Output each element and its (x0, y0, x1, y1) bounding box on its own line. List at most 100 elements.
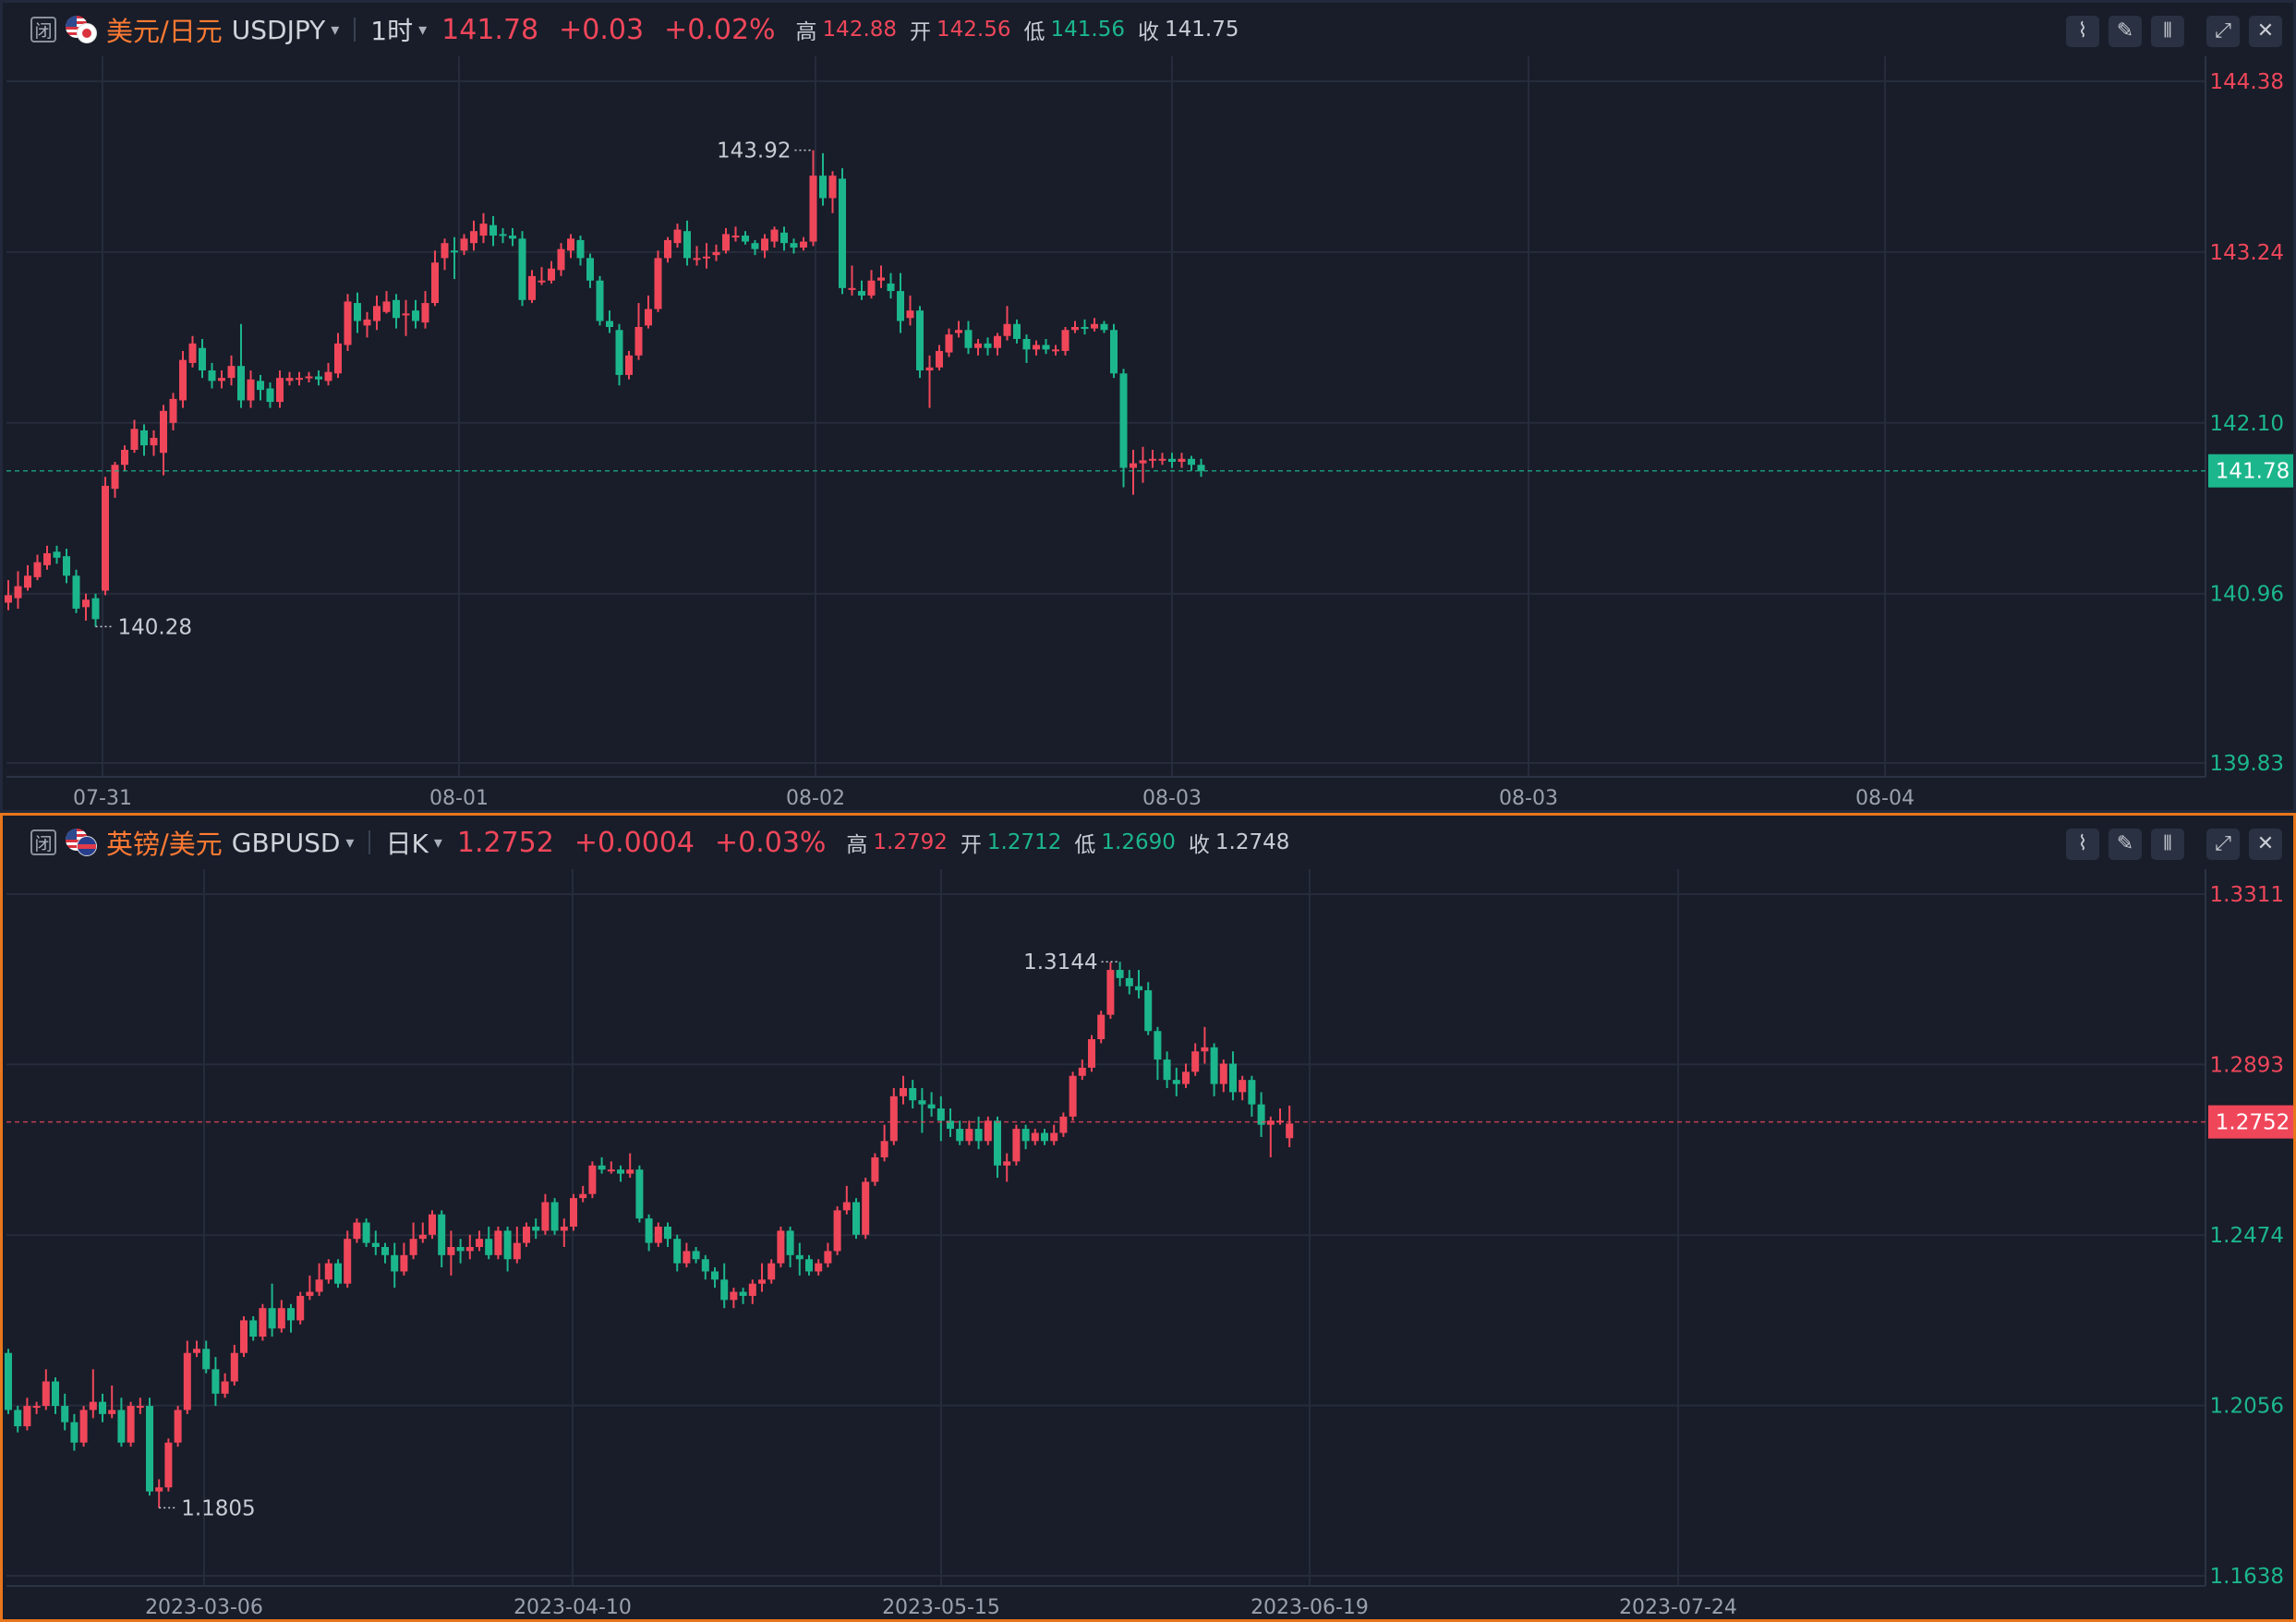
candle-body (188, 343, 197, 363)
candle-body (108, 1410, 116, 1414)
draw-pencil-icon[interactable]: ✎ (2109, 16, 2142, 47)
indicator-icon[interactable]: ⌇ (2066, 16, 2099, 47)
candle-body (786, 1230, 794, 1255)
usdjpy-chart-panel: 闭 美元/日元 USDJPY ▾ 1时 ▾ 141.78 +0.03 +0.02… (0, 0, 2296, 813)
candle-body (43, 552, 51, 565)
interval-dropdown-icon[interactable]: ▾ (433, 832, 442, 853)
symbol-dropdown-icon[interactable]: ▾ (345, 832, 355, 853)
candle-body (1168, 458, 1176, 462)
candle-body (809, 176, 817, 242)
interval-selector[interactable]: 日K (385, 829, 429, 859)
candle-body (683, 1251, 691, 1264)
candle-body (645, 1218, 653, 1243)
candle-body (842, 1202, 851, 1211)
candle-body (1248, 1080, 1256, 1105)
interval-dropdown-icon[interactable]: ▾ (418, 19, 428, 40)
chart-type-icon[interactable]: ⫴ (2151, 16, 2184, 47)
high-value: 142.88 (822, 18, 898, 42)
expand-icon[interactable]: ⤢ (2206, 829, 2240, 860)
candle-body (541, 1202, 550, 1231)
usdjpy-candlestick-chart[interactable]: 144.38 143.24 142.10 140.96 139.83 07-31 08-01… (3, 56, 2293, 810)
last-price: 141.78 (441, 13, 539, 46)
y-tick-label: 1.2893 (2210, 1053, 2284, 1077)
gbpusd-toolbar: ⌇ ✎ ⫴ ⤢ ✕ (2066, 829, 2282, 860)
candle-body (994, 1120, 1001, 1166)
candle-body (634, 327, 643, 356)
candle-body (509, 236, 516, 239)
high-marker-label: 143.92 (717, 139, 791, 163)
candle-body (32, 1406, 41, 1409)
chart-type-icon[interactable]: ⫴ (2151, 829, 2184, 860)
candle-body (1069, 1075, 1077, 1117)
candle-body (1022, 338, 1031, 350)
candle-body (456, 1247, 465, 1252)
candle-body (1266, 1120, 1275, 1125)
candle-body (871, 1156, 879, 1182)
candle-body (1013, 323, 1021, 339)
gbpusd-candlestick-chart[interactable]: 1.3311 1.2893 1.2474 1.2056 1.1638 2023-03-06… (3, 869, 2293, 1619)
x-tick-label: 2023-05-15 (882, 1596, 1000, 1619)
candle-body (538, 280, 546, 283)
candle-body (393, 299, 400, 319)
close-icon[interactable]: ✕ (2249, 829, 2282, 860)
candle-body (1097, 1014, 1106, 1040)
close-label: 收 (1188, 833, 1210, 857)
indicator-icon[interactable]: ⌇ (2066, 829, 2099, 860)
candle-body (664, 1226, 671, 1240)
close-value: 1.2748 (1214, 830, 1290, 854)
candle-body (412, 310, 419, 321)
symbol-dropdown-icon[interactable]: ▾ (331, 19, 340, 40)
candle-body (324, 371, 332, 381)
candle-body (111, 465, 119, 490)
candle-body (528, 275, 536, 300)
x-tick-label: 2023-04-10 (514, 1596, 632, 1619)
candle-body (402, 313, 410, 316)
candle-body (451, 250, 458, 253)
candle-body (852, 1202, 860, 1235)
candle-body (654, 258, 662, 309)
symbol-name[interactable]: 英镑/美元 (106, 829, 223, 860)
y-tick-label: 142.10 (2210, 412, 2284, 436)
x-tick-label: 08-02 (786, 787, 845, 810)
price-change: +0.0004 (574, 826, 695, 859)
candle-body (626, 1169, 634, 1174)
market-closed-badge: 闭 (30, 17, 56, 42)
candle-body (739, 1291, 747, 1296)
candle-body (1042, 345, 1050, 350)
candle-body (758, 1279, 766, 1284)
candle-body (880, 1141, 888, 1157)
candle-body (711, 1271, 719, 1280)
divider (369, 830, 371, 854)
y-tick-label: 144.38 (2210, 70, 2284, 94)
interval-selector[interactable]: 1时 (370, 16, 414, 46)
high-label: 高 (846, 833, 868, 857)
symbol-code[interactable]: USDJPY (231, 14, 326, 45)
candle-body (324, 1263, 332, 1280)
candle-body (344, 1239, 352, 1284)
candle-body (1071, 327, 1079, 331)
candle-body (179, 359, 187, 401)
candle-body (1135, 986, 1142, 991)
candle-body (1182, 1071, 1190, 1084)
candle-body (296, 378, 303, 381)
candle-body (598, 1165, 606, 1170)
close-icon[interactable]: ✕ (2249, 16, 2282, 47)
candle-body (1081, 327, 1089, 330)
symbol-code[interactable]: GBPUSD (231, 827, 341, 858)
candle-body (24, 575, 31, 588)
symbol-name[interactable]: 美元/日元 (106, 16, 223, 47)
low-value: 1.2690 (1101, 830, 1176, 854)
candle-body (654, 1226, 662, 1243)
candle-body (927, 1104, 936, 1109)
low-label: 低 (1074, 833, 1096, 857)
candle-body (460, 238, 468, 251)
draw-pencil-icon[interactable]: ✎ (2109, 829, 2142, 860)
candle-body (1149, 458, 1156, 461)
expand-icon[interactable]: ⤢ (2206, 16, 2240, 47)
candle-body (548, 268, 555, 281)
candle-body (23, 1406, 31, 1427)
candle-body (503, 1230, 512, 1260)
candle-body (523, 1226, 530, 1243)
candle-body (89, 1401, 97, 1410)
candle-body (208, 370, 216, 381)
